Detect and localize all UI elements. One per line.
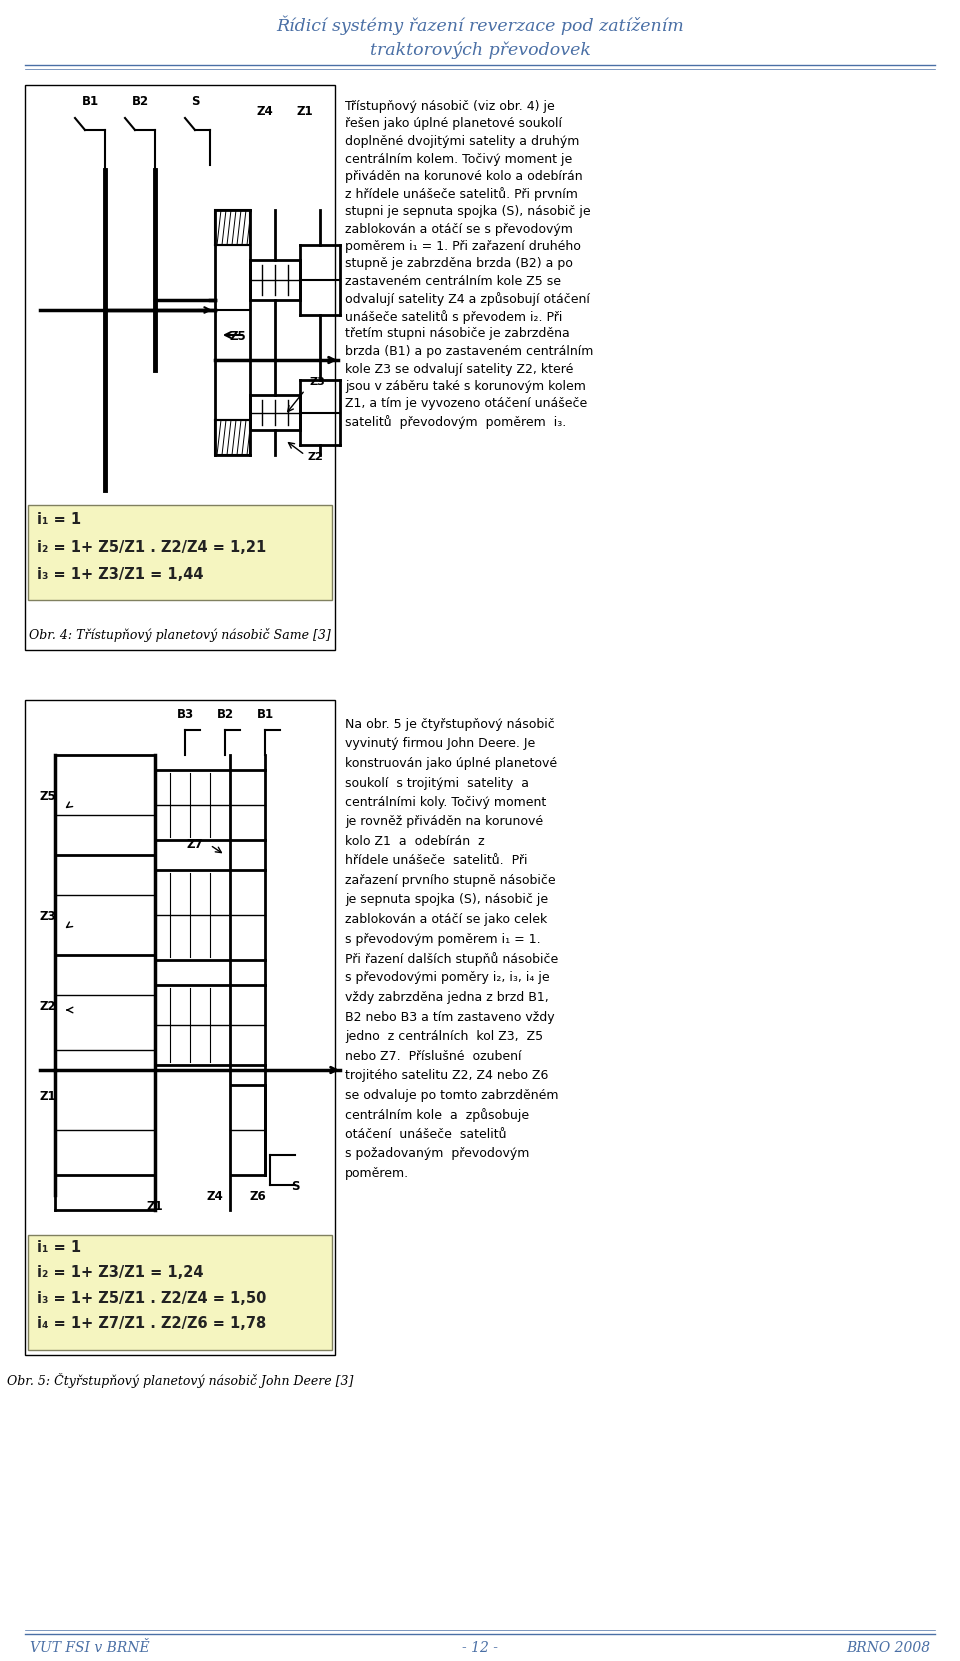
Text: zařazení prvního stupně násobiče: zařazení prvního stupně násobiče <box>345 874 556 887</box>
Text: stupni je sepnuta spojka (S), násobič je: stupni je sepnuta spojka (S), násobič je <box>345 204 590 218</box>
Text: přiváděn na korunové kolo a odebírán: přiváděn na korunové kolo a odebírán <box>345 169 583 183</box>
Text: B3: B3 <box>177 708 194 721</box>
Text: trojitého satelitu Z2, Z4 nebo Z6: trojitého satelitu Z2, Z4 nebo Z6 <box>345 1070 548 1081</box>
Bar <box>25 699 335 1355</box>
Text: satelitů  převodovým  poměrem  i₃.: satelitů převodovým poměrem i₃. <box>345 415 566 429</box>
Text: je sepnuta spojka (S), násobič je: je sepnuta spojka (S), násobič je <box>345 894 548 907</box>
Text: otáčení  unášeče  satelitů: otáčení unášeče satelitů <box>345 1128 507 1141</box>
Text: doplněné dvojitými satelity a druhým: doplněné dvojitými satelity a druhým <box>345 135 580 148</box>
Text: jedno  z centrálních  kol Z3,  Z5: jedno z centrálních kol Z3, Z5 <box>345 1030 543 1043</box>
Text: centrálním kole  a  způsobuje: centrálním kole a způsobuje <box>345 1108 529 1121</box>
Text: i₁ = 1: i₁ = 1 <box>37 1239 82 1254</box>
Text: zablokován a otáčí se s převodovým: zablokován a otáčí se s převodovým <box>345 223 573 236</box>
Text: Z6: Z6 <box>250 1189 266 1203</box>
Text: zablokován a otáčí se jako celek: zablokován a otáčí se jako celek <box>345 914 547 925</box>
Bar <box>215 420 250 455</box>
Text: Při řazení dalších stupňů násobiče: Při řazení dalších stupňů násobiče <box>345 952 559 967</box>
Text: jsou v záběru také s korunovým kolem: jsou v záběru také s korunovým kolem <box>345 380 586 394</box>
Bar <box>215 209 250 246</box>
Text: Třístupňový násobič (viz obr. 4) je: Třístupňový násobič (viz obr. 4) je <box>345 100 555 113</box>
Text: Obr. 4: Třístupňový planetový násobič Same [3]: Obr. 4: Třístupňový planetový násobič Sa… <box>29 628 331 643</box>
Text: B1: B1 <box>256 708 274 721</box>
Text: kolo Z1  a  odebírán  z: kolo Z1 a odebírán z <box>345 835 485 849</box>
Bar <box>25 85 335 649</box>
Text: B2: B2 <box>216 708 233 721</box>
Bar <box>28 505 332 600</box>
Text: nebo Z7.  Příslušné  ozubení: nebo Z7. Příslušné ozubení <box>345 1050 521 1063</box>
Text: Řídicí systémy řazení reverzace pod zatížením: Řídicí systémy řazení reverzace pod zatí… <box>276 15 684 35</box>
Text: VUT FSI v BRNĚ: VUT FSI v BRNĚ <box>30 1641 150 1654</box>
Text: BRNO 2008: BRNO 2008 <box>846 1641 930 1654</box>
Text: s požadovaným  převodovým: s požadovaným převodovým <box>345 1148 529 1159</box>
Text: řešen jako úplné planetové soukolí: řešen jako úplné planetové soukolí <box>345 118 562 131</box>
Text: Z5: Z5 <box>230 331 247 344</box>
Text: i₁ = 1: i₁ = 1 <box>37 513 82 528</box>
Text: Z1: Z1 <box>39 1090 57 1103</box>
Text: soukolí  s trojitými  satelity  a: soukolí s trojitými satelity a <box>345 776 529 789</box>
Text: odvalují satelity Z4 a způsobují otáčení: odvalují satelity Z4 a způsobují otáčení <box>345 292 589 307</box>
Text: B2 nebo B3 a tím zastaveno vždy: B2 nebo B3 a tím zastaveno vždy <box>345 1010 555 1023</box>
Text: s převodovým poměrem i₁ = 1.: s převodovým poměrem i₁ = 1. <box>345 932 540 945</box>
Text: unášeče satelitů s převodem i₂. Při: unášeče satelitů s převodem i₂. Při <box>345 311 563 324</box>
Text: Z1, a tím je vyvozeno otáčení unášeče: Z1, a tím je vyvozeno otáčení unášeče <box>345 397 588 410</box>
Text: Z2: Z2 <box>308 452 324 462</box>
Text: konstruován jako úplné planetové: konstruován jako úplné planetové <box>345 757 557 771</box>
Bar <box>28 1236 332 1350</box>
Text: Z5: Z5 <box>39 791 57 802</box>
Text: poměrem.: poměrem. <box>345 1166 409 1179</box>
Text: centrálními koly. Točivý moment: centrálními koly. Točivý moment <box>345 796 546 809</box>
Text: traktorových převodovek: traktorových převodovek <box>370 42 590 58</box>
Text: Z4: Z4 <box>256 105 274 118</box>
Text: Na obr. 5 je čtyřstupňový násobič: Na obr. 5 je čtyřstupňový násobič <box>345 718 555 731</box>
Text: vyvinutý firmou John Deere. Je: vyvinutý firmou John Deere. Je <box>345 737 536 751</box>
Text: Obr. 5: Čtyřstupňový planetový násobič John Deere [3]: Obr. 5: Čtyřstupňový planetový násobič J… <box>7 1372 353 1387</box>
Text: Z2: Z2 <box>39 1000 57 1013</box>
Text: Z1: Z1 <box>297 105 313 118</box>
Text: poměrem i₁ = 1. Při zařazení druhého: poměrem i₁ = 1. Při zařazení druhého <box>345 239 581 252</box>
Text: s převodovými poměry i₂, i₃, i₄ je: s převodovými poměry i₂, i₃, i₄ je <box>345 972 550 985</box>
Text: S: S <box>191 95 200 108</box>
Text: - 12 -: - 12 - <box>462 1641 498 1654</box>
Text: zastaveném centrálním kole Z5 se: zastaveném centrálním kole Z5 se <box>345 276 561 287</box>
Text: S: S <box>291 1179 300 1193</box>
Text: Z3: Z3 <box>39 910 57 924</box>
Text: z hřídele unášeče satelitů. Při prvním: z hřídele unášeče satelitů. Při prvním <box>345 188 578 201</box>
Text: hřídele unášeče  satelitů.  Při: hřídele unášeče satelitů. Při <box>345 854 527 867</box>
Text: brzda (B1) a po zastaveném centrálním: brzda (B1) a po zastaveném centrálním <box>345 345 593 359</box>
Text: B1: B1 <box>82 95 99 108</box>
Text: je rovněž přiváděn na korunové: je rovněž přiváděn na korunové <box>345 816 543 829</box>
Text: vždy zabrzděna jedna z brzd B1,: vždy zabrzděna jedna z brzd B1, <box>345 992 549 1003</box>
Text: centrálním kolem. Točivý moment je: centrálním kolem. Točivý moment je <box>345 153 572 166</box>
Text: i₂ = 1+ Z5/Z1 . Z2/Z4 = 1,21: i₂ = 1+ Z5/Z1 . Z2/Z4 = 1,21 <box>37 540 266 555</box>
Text: Z7: Z7 <box>186 839 204 850</box>
Text: třetím stupni násobiče je zabrzděna: třetím stupni násobiče je zabrzděna <box>345 327 569 341</box>
Text: Z1: Z1 <box>147 1199 163 1213</box>
Text: kole Z3 se odvalují satelity Z2, které: kole Z3 se odvalují satelity Z2, které <box>345 362 573 375</box>
Text: B2: B2 <box>132 95 149 108</box>
Text: Z4: Z4 <box>206 1189 224 1203</box>
Text: i₃ = 1+ Z5/Z1 . Z2/Z4 = 1,50: i₃ = 1+ Z5/Z1 . Z2/Z4 = 1,50 <box>37 1291 266 1306</box>
Text: i₄ = 1+ Z7/Z1 . Z2/Z6 = 1,78: i₄ = 1+ Z7/Z1 . Z2/Z6 = 1,78 <box>37 1316 266 1330</box>
Text: se odvaluje po tomto zabrzděném: se odvaluje po tomto zabrzděném <box>345 1088 559 1101</box>
Text: Z3: Z3 <box>310 377 325 387</box>
Text: i₂ = 1+ Z3/Z1 = 1,24: i₂ = 1+ Z3/Z1 = 1,24 <box>37 1266 204 1281</box>
Text: stupně je zabrzděna brzda (B2) a po: stupně je zabrzděna brzda (B2) a po <box>345 257 573 271</box>
Text: i₃ = 1+ Z3/Z1 = 1,44: i₃ = 1+ Z3/Z1 = 1,44 <box>37 566 204 581</box>
